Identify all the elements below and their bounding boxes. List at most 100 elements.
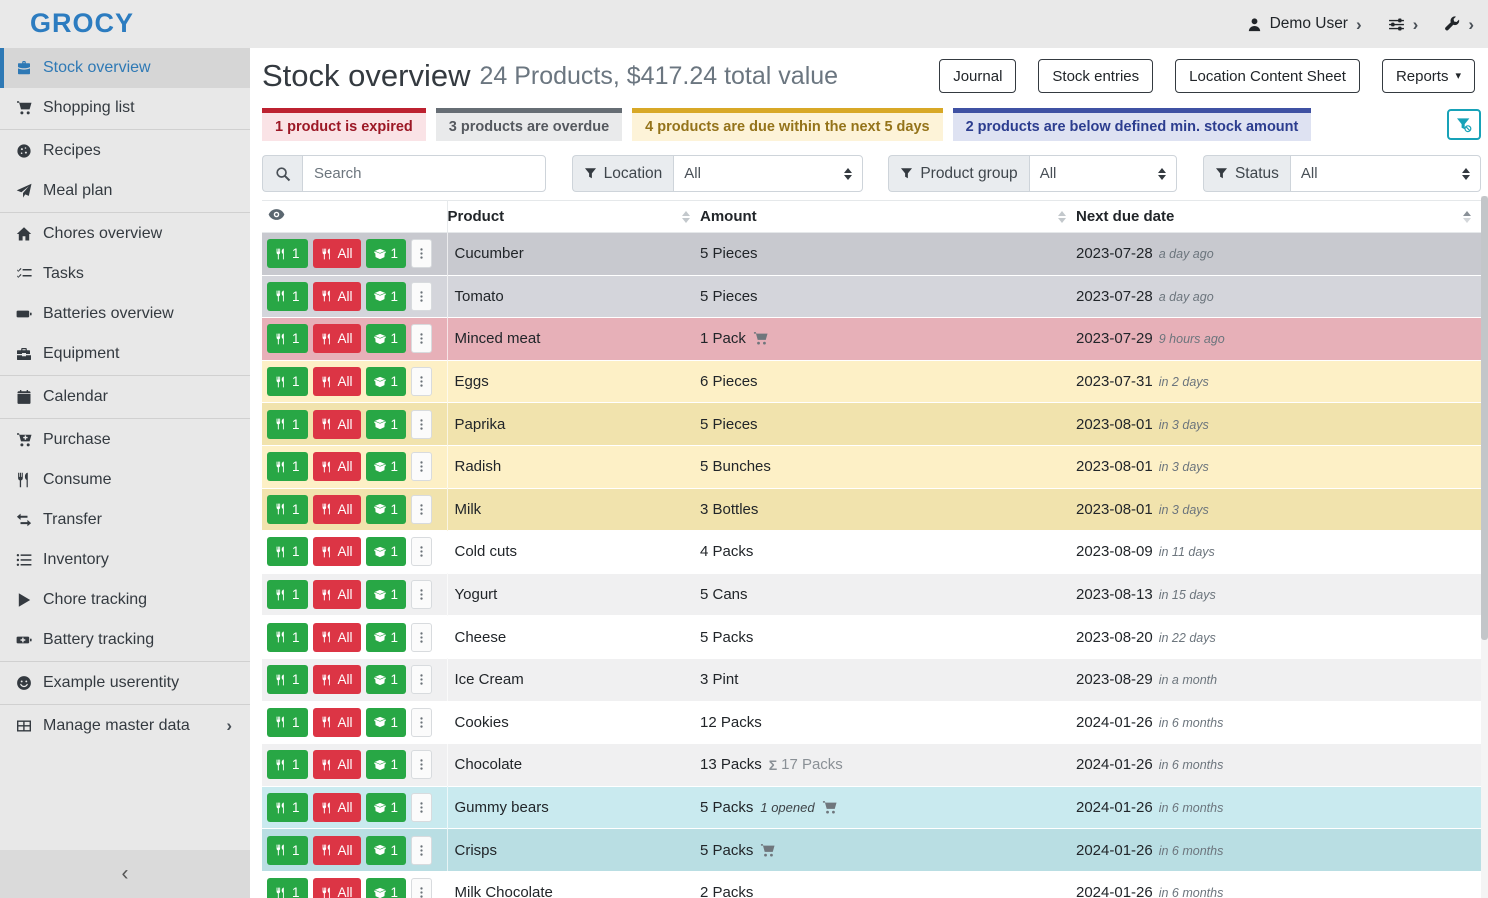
row-menu-button[interactable]: [411, 494, 433, 524]
scrollbar-thumb[interactable]: [1481, 196, 1488, 640]
shopping-cart-icon[interactable]: [822, 800, 837, 815]
open-one-button[interactable]: 1: [365, 452, 407, 482]
row-menu-button[interactable]: [411, 878, 433, 898]
row-menu-button[interactable]: [411, 281, 433, 311]
consume-all-button[interactable]: All: [312, 324, 361, 354]
consume-one-button[interactable]: 1: [267, 239, 308, 269]
product-column-header[interactable]: Product: [447, 200, 700, 233]
sidebar-item-battery-tracking[interactable]: Battery tracking: [0, 620, 250, 660]
row-menu-button[interactable]: [411, 835, 433, 865]
consume-one-button[interactable]: 1: [267, 494, 308, 524]
product-name[interactable]: Yogurt: [454, 586, 498, 604]
row-menu-button[interactable]: [411, 239, 433, 269]
open-one-button[interactable]: 1: [365, 793, 407, 823]
app-logo[interactable]: GROCY: [30, 8, 135, 38]
due-date-column-header[interactable]: Next due date: [1076, 200, 1481, 233]
open-one-button[interactable]: 1: [365, 367, 407, 397]
consume-all-button[interactable]: All: [312, 367, 361, 397]
consume-all-button[interactable]: All: [312, 281, 361, 311]
consume-one-button[interactable]: 1: [267, 537, 308, 567]
consume-one-button[interactable]: 1: [267, 750, 308, 780]
product-name[interactable]: Cheese: [454, 628, 507, 646]
admin-menu[interactable]: ›: [1444, 16, 1474, 33]
sidebar-item-tasks[interactable]: Tasks: [0, 254, 250, 294]
row-menu-button[interactable]: [411, 367, 433, 397]
alert-overdue[interactable]: 3 products are overdue: [435, 108, 623, 141]
consume-all-button[interactable]: All: [312, 239, 361, 269]
consume-one-button[interactable]: 1: [267, 452, 308, 482]
sidebar-item-equipment[interactable]: Equipment: [0, 334, 250, 374]
amount-column-header[interactable]: Amount: [700, 200, 1076, 233]
product-name[interactable]: Tomato: [454, 287, 504, 305]
consume-all-button[interactable]: All: [312, 409, 361, 439]
consume-one-button[interactable]: 1: [267, 324, 308, 354]
open-one-button[interactable]: 1: [365, 580, 407, 610]
row-menu-button[interactable]: [411, 793, 433, 823]
consume-all-button[interactable]: All: [312, 707, 361, 737]
consume-one-button[interactable]: 1: [267, 580, 308, 610]
product-name[interactable]: Minced meat: [454, 330, 541, 348]
open-one-button[interactable]: 1: [365, 750, 407, 780]
user-menu[interactable]: Demo User ›: [1247, 15, 1362, 33]
alert-expired[interactable]: 1 product is expired: [262, 108, 426, 141]
sidebar-item-transfer[interactable]: Transfer: [0, 500, 250, 540]
row-menu-button[interactable]: [411, 452, 433, 482]
consume-one-button[interactable]: 1: [267, 665, 308, 695]
product-name[interactable]: Milk Chocolate: [454, 884, 553, 898]
product-group-select[interactable]: All: [1028, 155, 1178, 192]
product-name[interactable]: Crisps: [454, 841, 498, 859]
product-name[interactable]: Chocolate: [454, 756, 523, 774]
consume-one-button[interactable]: 1: [267, 878, 308, 898]
product-name[interactable]: Milk: [454, 500, 482, 518]
row-menu-button[interactable]: [411, 324, 433, 354]
stock-entries-button[interactable]: Stock entries: [1038, 59, 1154, 93]
product-name[interactable]: Eggs: [454, 373, 489, 391]
sidebar-item-stock-overview[interactable]: Stock overview: [0, 48, 250, 88]
consume-all-button[interactable]: All: [312, 750, 361, 780]
product-name[interactable]: Cookies: [454, 713, 509, 731]
row-menu-button[interactable]: [411, 707, 433, 737]
consume-one-button[interactable]: 1: [267, 281, 308, 311]
reports-dropdown-button[interactable]: Reports ▾: [1381, 59, 1475, 93]
sidebar-item-chores-overview[interactable]: Chores overview: [0, 214, 250, 254]
row-menu-button[interactable]: [411, 409, 433, 439]
location-select[interactable]: All: [673, 155, 863, 192]
open-one-button[interactable]: 1: [365, 835, 407, 865]
open-one-button[interactable]: 1: [365, 622, 407, 652]
consume-all-button[interactable]: All: [312, 622, 361, 652]
consume-one-button[interactable]: 1: [267, 707, 308, 737]
row-menu-button[interactable]: [411, 580, 433, 610]
product-name[interactable]: Ice Cream: [454, 671, 524, 689]
quick-settings-menu[interactable]: ›: [1388, 16, 1418, 33]
consume-one-button[interactable]: 1: [267, 835, 308, 865]
open-one-button[interactable]: 1: [365, 324, 407, 354]
consume-all-button[interactable]: All: [312, 835, 361, 865]
vertical-scrollbar[interactable]: [1481, 196, 1488, 898]
sidebar-item-calendar[interactable]: Calendar: [0, 377, 250, 417]
sidebar-item-meal-plan[interactable]: Meal plan: [0, 171, 250, 211]
row-menu-button[interactable]: [411, 537, 433, 567]
alert-belowmin[interactable]: 2 products are below defined min. stock …: [952, 108, 1312, 141]
sidebar-item-example-userentity[interactable]: Example userentity: [0, 663, 250, 703]
consume-one-button[interactable]: 1: [267, 622, 308, 652]
consume-all-button[interactable]: All: [312, 537, 361, 567]
product-name[interactable]: Radish: [454, 458, 502, 476]
sidebar-item-shopping-list[interactable]: Shopping list: [0, 88, 250, 128]
shopping-cart-icon[interactable]: [753, 331, 768, 346]
sidebar-collapse-button[interactable]: ‹: [0, 850, 250, 898]
row-menu-button[interactable]: [411, 622, 433, 652]
sidebar-item-inventory[interactable]: Inventory: [0, 540, 250, 580]
product-name[interactable]: Cucumber: [454, 245, 524, 263]
product-name[interactable]: Paprika: [454, 415, 506, 433]
consume-one-button[interactable]: 1: [267, 793, 308, 823]
sidebar-item-recipes[interactable]: Recipes: [0, 131, 250, 171]
open-one-button[interactable]: 1: [365, 537, 407, 567]
sidebar-item-consume[interactable]: Consume: [0, 460, 250, 500]
consume-all-button[interactable]: All: [312, 494, 361, 524]
journal-button[interactable]: Journal: [939, 59, 1017, 93]
open-one-button[interactable]: 1: [365, 239, 407, 269]
sidebar-item-purchase[interactable]: Purchase: [0, 420, 250, 460]
shopping-cart-icon[interactable]: [760, 843, 775, 858]
sidebar-item-chore-tracking[interactable]: Chore tracking: [0, 580, 250, 620]
consume-all-button[interactable]: All: [312, 665, 361, 695]
